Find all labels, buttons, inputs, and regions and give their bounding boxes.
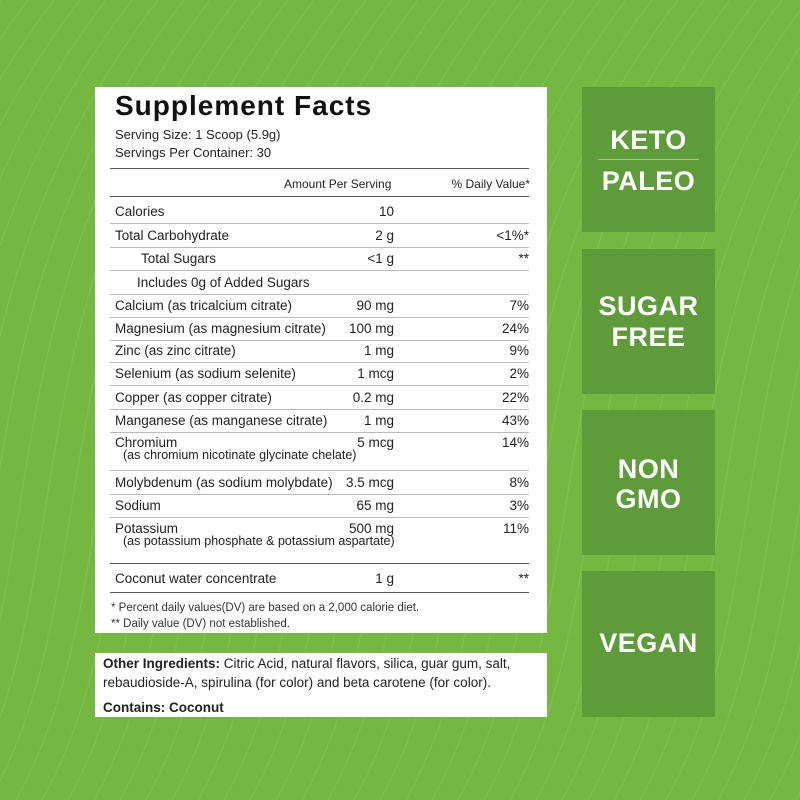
contains-allergen: Contains: Coconut [103,700,224,715]
divider [110,563,529,564]
nutrient-amount: 100 mg [348,321,394,336]
nutrient-amount: 5 mcg [357,435,394,450]
nutrient-dv: 11% [502,521,529,536]
other-ingredients-panel: Other Ingredients: Citric Acid, natural … [95,653,547,717]
nutrient-amount: 1 mg [363,343,394,358]
nutrient-dv: 3% [509,498,529,513]
ingredients-line: Other Ingredients: Citric Acid, natural … [103,656,510,671]
nutrient-dv: 24% [501,321,529,336]
background-line [0,0,160,339]
supplement-facts-panel: Supplement Facts Serving Size: 1 Scoop (… [95,87,547,633]
header-daily-value: % Daily Value* [451,177,530,191]
nutrient-amount: 2 g [375,228,394,243]
background-line [665,262,800,800]
divider [110,168,529,169]
nutrient-name: Sodium [115,498,161,513]
nutrient-source: (as chromium nicotinate glycinate chelat… [123,448,357,462]
row-divider [110,270,529,271]
nutrient-dv: 9% [509,343,529,358]
nutrient-amount: 500 mg [348,521,394,536]
ingredients-text: Citric Acid, natural flavors, silica, gu… [220,656,511,671]
serving-size: Serving Size: 1 Scoop (5.9g) [115,127,281,142]
badge-divider [598,159,699,160]
badge-line: VEGAN [599,628,698,658]
nutrient-amount: 1 mcg [357,366,394,381]
row-divider [110,432,529,433]
nutrient-dv: 14% [501,435,529,450]
badge-non-gmo: NON GMO [582,410,715,555]
badge-line: SUGAR [598,291,699,321]
nutrient-amount: 65 mg [356,498,394,513]
nutrient-name: Calcium (as tricalcium citrate) [115,298,293,313]
row-divider [110,247,529,248]
nutrient-dv: 8% [509,475,529,490]
nutrient-name: Magnesium (as magnesium citrate) [115,321,326,336]
nutrient-name: Molybdenum (as sodium molybdate) [115,475,333,490]
badge-keto-paleo: KETO PALEO [582,87,715,232]
badge-line: GMO [615,484,682,514]
nutrient-dv: ** [518,571,529,586]
badge-line: FREE [611,322,686,352]
row-divider [110,409,529,410]
badge-line: KETO [610,125,687,155]
nutrient-dv: ** [518,251,529,266]
nutrient-name: Total Carbohydrate [115,228,230,243]
row-divider [110,294,529,295]
background-line [0,0,134,249]
nutrient-name: Zinc (as zinc citrate) [115,343,236,358]
nutrient-name: Manganese (as manganese citrate) [115,413,328,428]
nutrient-amount: 1 g [375,571,394,586]
background-line [717,500,800,800]
row-divider [110,317,529,318]
nutrient-name: Copper (as copper citrate) [115,390,272,405]
footnote-dv: * Percent daily values(DV) are based on … [111,602,420,614]
background-line [639,191,800,800]
nutrient-name: Total Sugars [141,251,217,266]
background-line [743,644,800,800]
row-divider [110,494,529,495]
facts-title: Supplement Facts [115,90,373,121]
background-line [0,0,56,81]
row-divider [110,385,529,386]
nutrient-amount: 10 [378,204,394,219]
nutrient-source: (as potassium phosphate & potassium aspa… [123,534,395,548]
row-divider [110,362,529,363]
nutrient-amount: 3.5 mcg [345,475,394,490]
row-divider [110,517,529,518]
badge-vegan: VEGAN [582,571,715,717]
nutrient-amount: 90 mg [356,298,394,313]
ingredients-label: Other Ingredients: [103,656,221,671]
background-line [769,733,800,800]
row-divider [110,340,529,341]
divider [110,196,529,197]
servings-per-container: Servings Per Container: 30 [115,145,272,160]
badge-line: NON [617,454,680,484]
nutrient-amount: <1 g [367,251,394,266]
row-divider [110,223,529,224]
nutrient-name: Selenium (as sodium selenite) [115,366,296,381]
nutrient-amount: 1 mg [363,413,394,428]
badge-line: PALEO [601,166,696,196]
row-divider [110,470,529,471]
nutrient-name: Calories [115,204,165,219]
nutrient-dv: <1%* [496,228,529,243]
divider [110,592,529,593]
nutrient-dv: 22% [501,390,529,405]
nutrient-dv: 43% [501,413,529,428]
footnote-not-established: ** Daily value (DV) not established. [111,618,290,630]
background-line [0,0,82,127]
nutrient-amount: 0.2 mg [352,390,394,405]
nutrient-name: Coconut water concentrate [115,571,277,586]
header-amount: Amount Per Serving [284,177,392,191]
background-line [0,0,108,181]
ingredients-line: rebaudioside-A, spirulina (for color) an… [103,675,491,690]
nutrient-name: Chromium [115,435,178,450]
background-line [691,358,800,800]
nutrient-name: Potassium [115,521,179,536]
badge-sugar-free: SUGAR FREE [582,249,715,394]
nutrient-name: Includes 0g of Added Sugars [137,275,310,290]
nutrient-dv: 2% [509,366,529,381]
nutrient-dv: 7% [509,298,529,313]
